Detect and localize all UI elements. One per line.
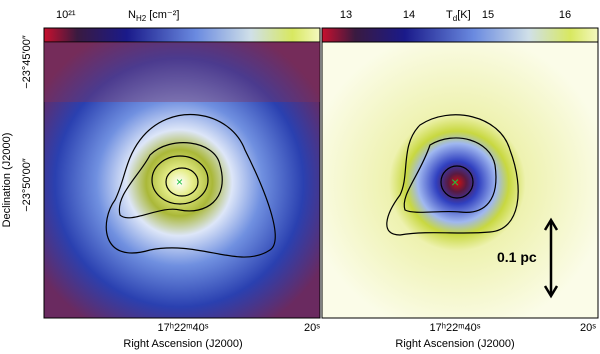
colorbar-label: NH2 [cm⁻²]: [128, 9, 179, 23]
colorbar-tick: 16: [559, 9, 571, 21]
left-panel: 10²¹ NH2 [cm⁻²] × Declination (J2000) −23…: [1, 9, 321, 350]
scale-bar: [543, 217, 559, 299]
y-axis-label: Declination (J2000): [1, 133, 13, 228]
colorbar-tick: 13: [340, 9, 352, 21]
colorbar-tick: 14: [403, 9, 415, 21]
x-tick-label: 17ʰ22ᵐ40ˢ: [430, 322, 481, 334]
y-tick-label: −23°50′00″: [21, 158, 33, 212]
colorbar-tick: 15: [482, 9, 494, 21]
scale-bar-label: 0.1 pc: [497, 249, 537, 265]
colorbar-label: Td[K]: [446, 9, 471, 23]
y-tick-label: −23°45′00″: [21, 35, 33, 89]
right-panel: 13 14 Td[K] 15 16 × 0.1 pc 17ʰ22ᵐ40ˢ 20ˢ…: [321, 9, 599, 350]
x-axis-label: Right Ascension (J2000): [123, 338, 242, 350]
x-tick-label: 20ˢ: [580, 322, 596, 334]
colorbar-min: 10²¹: [56, 9, 76, 21]
marker: ×: [451, 174, 459, 190]
colorbar: [43, 27, 321, 43]
column-density-map: [43, 41, 321, 319]
x-tick-label: 17ʰ22ᵐ40ˢ: [158, 322, 209, 334]
contours: [386, 114, 519, 236]
colorbar: [321, 27, 599, 43]
temperature-map: [321, 41, 599, 319]
marker: ×: [176, 175, 183, 189]
contours: [105, 114, 276, 258]
x-tick-label: 20ˢ: [304, 322, 320, 334]
x-axis-label: Right Ascension (J2000): [395, 338, 514, 350]
background: [44, 42, 320, 102]
